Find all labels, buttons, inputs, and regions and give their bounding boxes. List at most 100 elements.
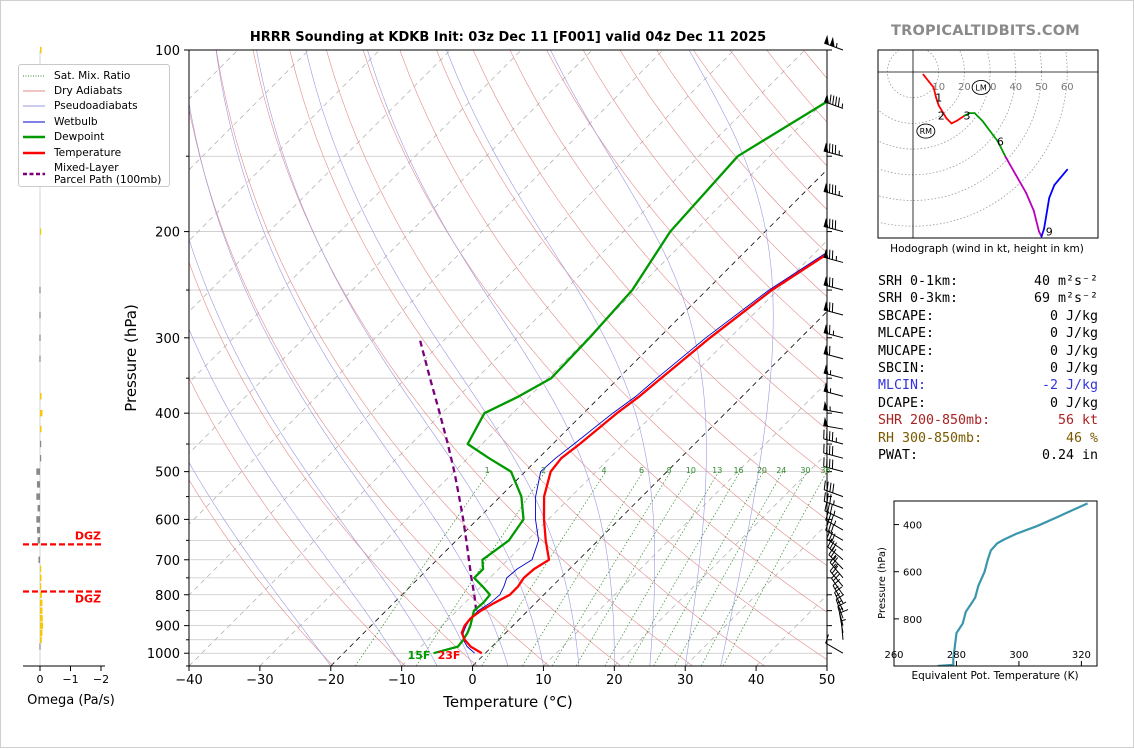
parameter-value: 56 kt xyxy=(1058,412,1098,429)
parameter-value: -2 J/kg xyxy=(1042,377,1098,394)
surface-temperature-label: 23F xyxy=(438,649,461,662)
x-tick-label: 20 xyxy=(606,673,623,688)
legend-swatch xyxy=(23,150,45,156)
y-tick-label: 500 xyxy=(155,466,180,481)
legend-label: Temperature xyxy=(54,147,121,159)
wind-barb xyxy=(841,619,845,639)
mixing-ratio-label: 36 xyxy=(820,466,830,475)
legend-item: Dewpoint xyxy=(23,130,165,145)
x-tick-label: 50 xyxy=(819,673,836,688)
parcel-path-line xyxy=(419,338,476,611)
omega-bar xyxy=(40,426,42,432)
omega-tick-label: 0 xyxy=(37,673,44,686)
pseudoadiabat xyxy=(216,50,508,666)
x-tick-label: −40 xyxy=(175,673,202,688)
parameter-label: SBCAPE: xyxy=(878,308,934,325)
mixing-ratio-label: 6 xyxy=(639,466,644,475)
mixing-ratio-label: 4 xyxy=(602,466,607,475)
mixing-ratio-line xyxy=(701,472,807,666)
parameter-label: SRH 0-1km: xyxy=(878,273,958,290)
x-tick-label: 10 xyxy=(535,673,552,688)
parameter-label: MLCAPE: xyxy=(878,325,934,342)
parameter-value: 46 % xyxy=(1066,430,1098,447)
legend-label: Dewpoint xyxy=(54,131,104,143)
omega-bar xyxy=(40,600,42,606)
theta-e-y-tick-label: 600 xyxy=(903,568,922,579)
parameter-row: SRH 0-1km: 40 m²s⁻² xyxy=(878,273,1098,290)
omega-bar xyxy=(40,607,42,613)
y-tick-label: 600 xyxy=(155,513,180,528)
omega-bar xyxy=(39,287,40,293)
theta-e-x-tick-label: 300 xyxy=(1009,650,1028,661)
hodograph-height-label: 3 xyxy=(963,110,970,123)
parameter-label: PWAT: xyxy=(878,447,918,464)
hodograph-height-label: 9 xyxy=(1046,225,1053,238)
parameter-value: 0 J/kg xyxy=(1050,325,1098,342)
mixing-ratio-label: 13 xyxy=(712,466,722,475)
dry-adiabat xyxy=(253,50,693,666)
mixing-ratio-label: 1 xyxy=(485,466,490,475)
parameter-row: SBCIN:0 J/kg xyxy=(878,360,1098,377)
y-tick-label: 200 xyxy=(155,226,180,241)
parameter-row: MLCIN: -2 J/kg xyxy=(878,377,1098,394)
mixing-ratio-line xyxy=(355,472,489,666)
mixing-ratio-label: 30 xyxy=(800,466,810,475)
omega-bar xyxy=(40,615,43,621)
y-tick-label: 800 xyxy=(155,589,180,604)
omega-bar xyxy=(39,356,40,362)
dgz-label: DGZ xyxy=(75,529,101,542)
wind-barb xyxy=(827,530,843,550)
omega-bar xyxy=(36,468,40,474)
omega-bar xyxy=(39,335,40,341)
parameter-row: SRH 0-3km:69 m²s⁻² xyxy=(878,290,1098,307)
parameter-label: SRH 0-3km: xyxy=(878,290,958,307)
mixing-ratio-label: 24 xyxy=(776,466,786,475)
wind-barb xyxy=(826,634,843,653)
omega-bar xyxy=(40,410,42,416)
legend-item: Pseudoadiabats xyxy=(23,99,165,114)
mixing-ratio-label: 8 xyxy=(666,466,671,475)
legend-label: Pseudoadiabats xyxy=(54,100,138,112)
chart-title: HRRR Sounding at KDKB Init: 03z Dec 11 [… xyxy=(250,30,766,45)
omega-bar xyxy=(40,455,41,461)
mixing-ratio-line xyxy=(576,472,692,666)
legend-label: Sat. Mix. Ratio xyxy=(54,70,130,82)
mixing-ratio-line xyxy=(628,472,740,666)
y-tick-label: 300 xyxy=(155,332,180,347)
mixing-ratio-label: 10 xyxy=(686,466,696,475)
mixing-ratio-line xyxy=(654,472,764,666)
parameter-label: MLCIN: xyxy=(878,377,926,394)
mixing-ratio-label: 2 xyxy=(541,466,546,475)
legend-label-line: Mixed-Layer xyxy=(54,162,119,174)
hodograph-ring-label: 60 xyxy=(1061,82,1074,93)
omega-bar xyxy=(40,630,42,636)
theta-e-y-tick-label: 800 xyxy=(903,615,922,626)
skewt-xlabel: Temperature (°C) xyxy=(442,693,572,711)
y-tick-label: 900 xyxy=(155,620,180,635)
dgz-label: DGZ xyxy=(75,592,101,605)
omega-xlabel: Omega (Pa/s) xyxy=(27,693,115,708)
dry-adiabat xyxy=(143,50,477,666)
omega-bar xyxy=(40,228,41,234)
surface-dewpoint-label: 15F xyxy=(408,649,431,662)
parameter-value: 0 J/kg xyxy=(1050,360,1098,377)
theta-e-ylabel: Pressure (hPa) xyxy=(877,547,888,619)
parameter-label: RH 300-850mb: xyxy=(878,430,982,447)
parameter-value: 40 m²s⁻² xyxy=(1034,273,1098,290)
wind-barb xyxy=(823,401,843,413)
storm-motion-label: RM xyxy=(920,127,933,136)
legend-swatch xyxy=(23,103,45,109)
x-tick-label: −10 xyxy=(388,673,415,688)
hodograph-height-label: 6 xyxy=(997,135,1004,148)
pseudoadiabat xyxy=(368,50,615,666)
parameter-row: MLCAPE: 0 J/kg xyxy=(878,325,1098,342)
mixing-ratio-label: 20 xyxy=(757,466,767,475)
omega-bar xyxy=(40,441,41,447)
parameter-label: MUCAPE: xyxy=(878,343,934,360)
legend-swatch xyxy=(23,73,45,79)
omega-tick-label: −2 xyxy=(93,673,109,686)
